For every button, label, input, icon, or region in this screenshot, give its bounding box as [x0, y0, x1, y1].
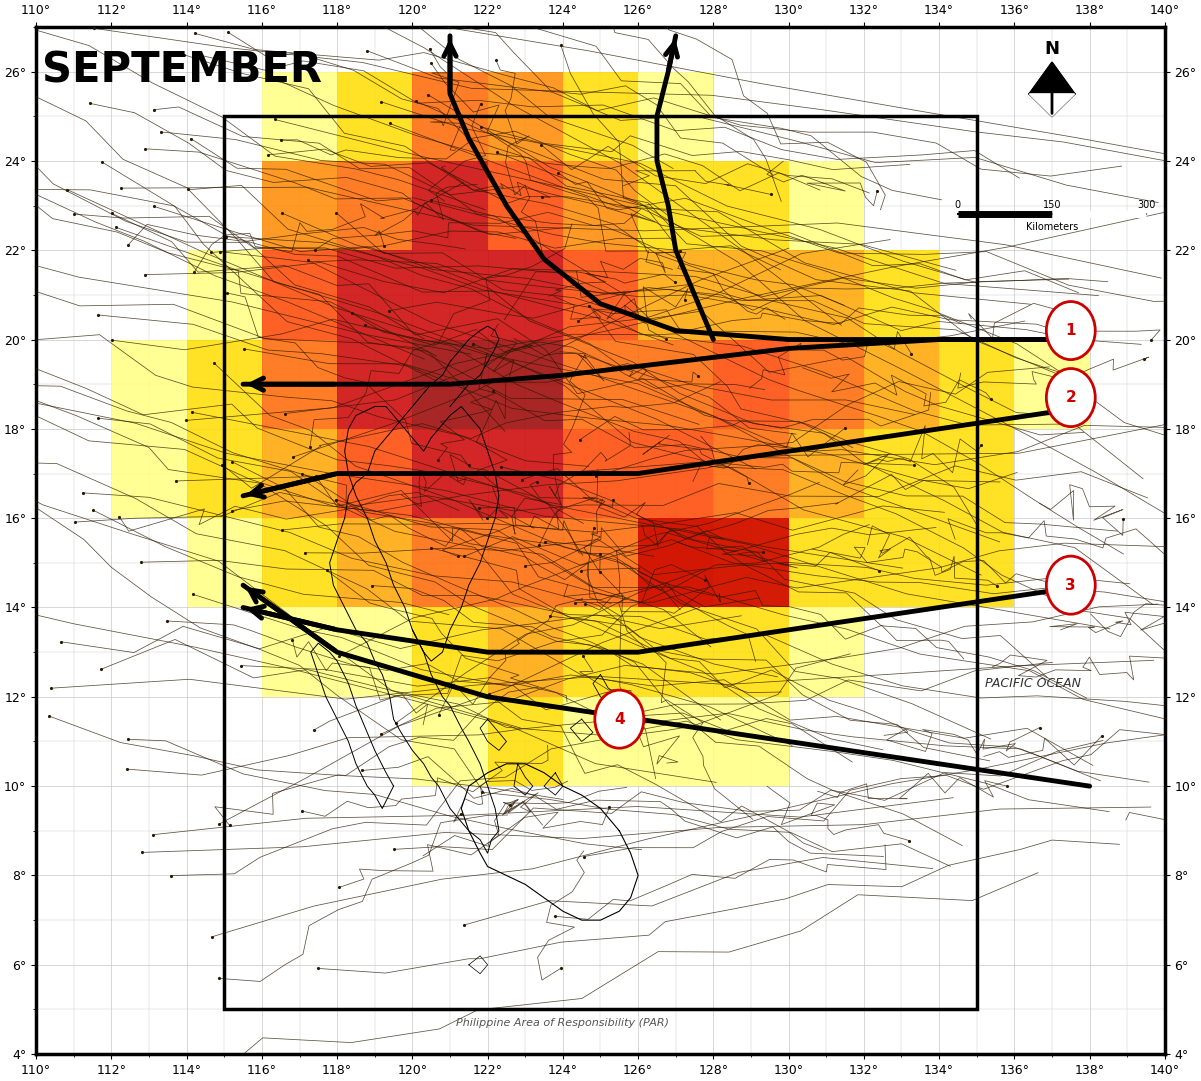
- Bar: [262, 608, 337, 697]
- Bar: [563, 339, 638, 429]
- Bar: [225, 117, 976, 1010]
- Bar: [412, 250, 488, 339]
- Bar: [638, 518, 713, 608]
- Bar: [262, 71, 337, 161]
- Text: 1: 1: [1065, 323, 1076, 338]
- Circle shape: [1046, 556, 1095, 614]
- Bar: [789, 339, 864, 429]
- Bar: [488, 71, 563, 161]
- Bar: [186, 339, 262, 429]
- Bar: [789, 518, 864, 608]
- Polygon shape: [1029, 94, 1075, 117]
- Bar: [864, 250, 939, 339]
- Text: 300: 300: [1137, 200, 1155, 210]
- Bar: [1015, 339, 1089, 429]
- Bar: [638, 161, 713, 250]
- Bar: [337, 608, 412, 697]
- Bar: [864, 429, 939, 518]
- Bar: [939, 518, 1015, 608]
- Polygon shape: [1029, 63, 1075, 94]
- Bar: [789, 608, 864, 697]
- Bar: [713, 697, 789, 786]
- Bar: [337, 518, 412, 608]
- Text: SEPTEMBER: SEPTEMBER: [42, 50, 322, 92]
- Bar: [563, 697, 638, 786]
- Bar: [186, 250, 262, 339]
- Bar: [713, 518, 789, 608]
- Bar: [789, 250, 864, 339]
- Bar: [864, 518, 939, 608]
- Text: 3: 3: [1065, 577, 1076, 592]
- Bar: [713, 608, 789, 697]
- Bar: [262, 429, 337, 518]
- Text: 150: 150: [1042, 200, 1062, 210]
- Bar: [563, 608, 638, 697]
- Bar: [939, 339, 1015, 429]
- Bar: [488, 429, 563, 518]
- Bar: [789, 161, 864, 250]
- Bar: [262, 250, 337, 339]
- Text: 4: 4: [614, 711, 625, 726]
- Bar: [412, 518, 488, 608]
- Bar: [638, 250, 713, 339]
- Circle shape: [594, 690, 644, 748]
- Bar: [337, 429, 412, 518]
- Bar: [638, 71, 713, 161]
- Bar: [488, 518, 563, 608]
- Bar: [713, 339, 789, 429]
- Bar: [488, 608, 563, 697]
- Bar: [563, 518, 638, 608]
- Bar: [412, 339, 488, 429]
- Bar: [638, 697, 713, 786]
- Bar: [262, 518, 337, 608]
- Bar: [638, 429, 713, 518]
- Bar: [186, 429, 262, 518]
- Bar: [112, 429, 186, 518]
- Bar: [864, 339, 939, 429]
- Bar: [939, 429, 1015, 518]
- Bar: [488, 250, 563, 339]
- Bar: [563, 250, 638, 339]
- Bar: [412, 71, 488, 161]
- Bar: [638, 518, 713, 608]
- Text: N: N: [1045, 40, 1059, 58]
- Bar: [337, 71, 412, 161]
- Bar: [412, 161, 488, 250]
- Bar: [789, 429, 864, 518]
- Bar: [488, 161, 563, 250]
- Bar: [638, 608, 713, 697]
- Bar: [638, 339, 713, 429]
- Bar: [337, 161, 412, 250]
- Bar: [563, 161, 638, 250]
- Circle shape: [1046, 302, 1095, 360]
- Bar: [412, 697, 488, 786]
- Bar: [412, 608, 488, 697]
- Text: PACIFIC OCEAN: PACIFIC OCEAN: [985, 677, 1081, 690]
- Bar: [112, 339, 186, 429]
- Bar: [563, 429, 638, 518]
- Bar: [337, 250, 412, 339]
- Bar: [563, 71, 638, 161]
- Text: 0: 0: [955, 200, 961, 210]
- Bar: [186, 518, 262, 608]
- Text: Kilometers: Kilometers: [1026, 222, 1078, 232]
- Bar: [713, 429, 789, 518]
- Bar: [412, 429, 488, 518]
- Bar: [713, 518, 789, 608]
- Bar: [262, 339, 337, 429]
- Text: Philippine Area of Responsibility (PAR): Philippine Area of Responsibility (PAR): [456, 1018, 669, 1028]
- Bar: [262, 161, 337, 250]
- Bar: [713, 250, 789, 339]
- Bar: [713, 161, 789, 250]
- Text: 2: 2: [1065, 390, 1076, 405]
- Bar: [488, 339, 563, 429]
- Bar: [488, 697, 563, 786]
- Bar: [337, 339, 412, 429]
- Circle shape: [1046, 369, 1095, 427]
